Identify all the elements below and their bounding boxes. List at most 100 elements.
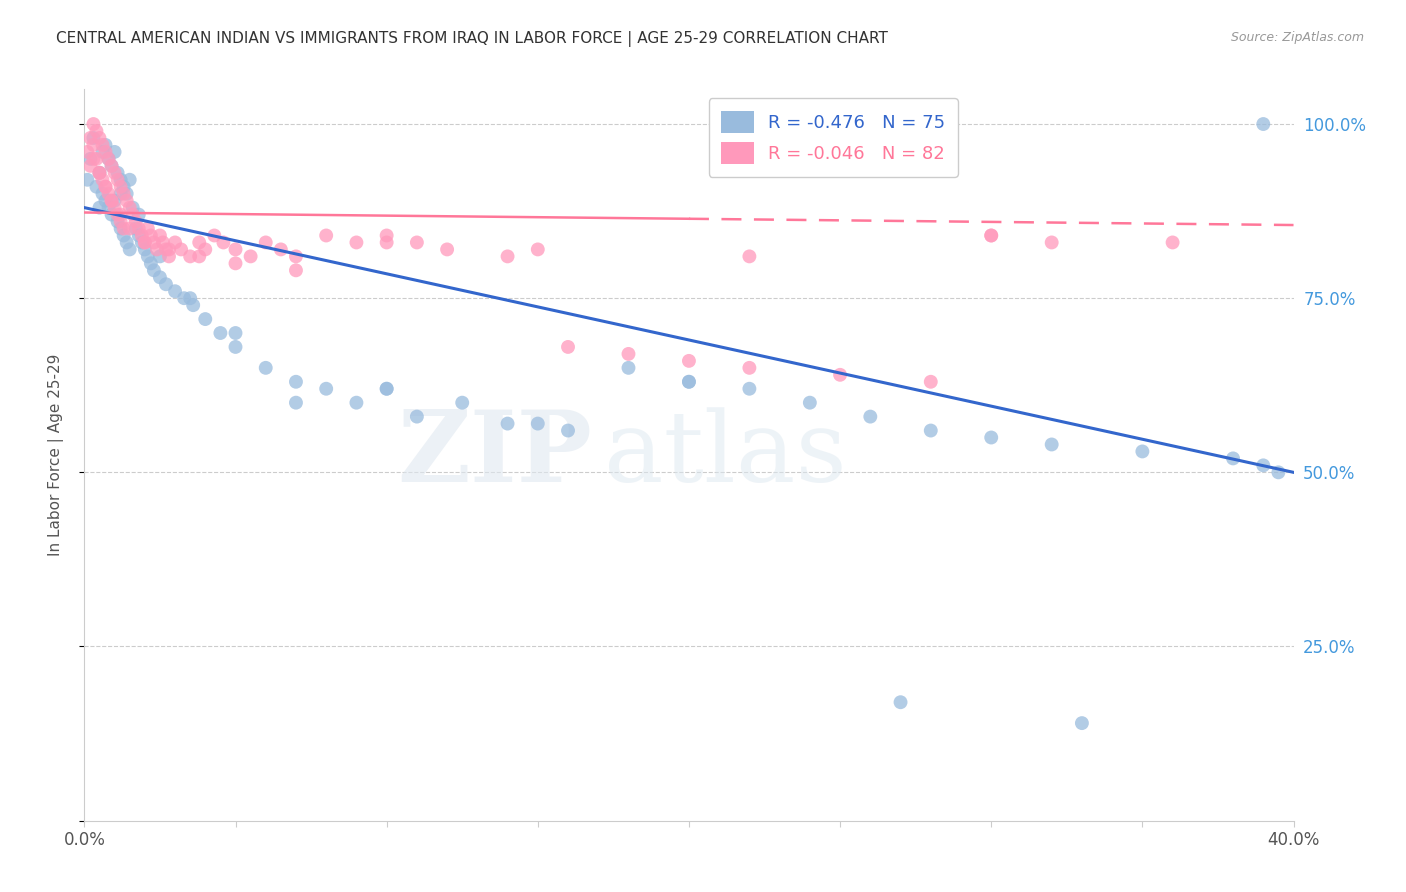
Point (76, 173, 98, 187)
Point (110, 173, 132, 187)
Point (118, 221, 141, 235)
Point (202, 228, 225, 243)
Point (79, 131, 101, 145)
Point (112, 228, 135, 243)
Point (128, 221, 150, 235)
Point (100, 159, 122, 173)
Point (97, 186, 120, 201)
Point (1222, 451, 1244, 466)
Point (557, 424, 579, 438)
Point (121, 208, 143, 222)
Point (76, 145, 98, 159)
Point (94, 137, 117, 152)
Point (149, 228, 172, 243)
Point (173, 291, 195, 305)
Legend: R = -0.476   N = 75, R = -0.046   N = 82: R = -0.476 N = 75, R = -0.046 N = 82 (709, 98, 957, 177)
Point (97, 201, 120, 215)
Point (225, 326, 247, 340)
Point (82, 117, 104, 131)
Point (118, 243, 141, 257)
Point (1040, 235, 1063, 250)
Point (225, 340, 247, 354)
Point (254, 235, 277, 250)
Point (79, 159, 101, 173)
Point (136, 221, 159, 235)
Point (104, 166, 127, 180)
Point (799, 395, 821, 409)
Point (107, 214, 129, 228)
Point (157, 249, 180, 263)
Point (346, 395, 368, 409)
Point (125, 214, 148, 228)
Point (738, 382, 761, 396)
Text: atlas: atlas (605, 407, 846, 503)
Point (1267, 466, 1289, 480)
Point (830, 368, 852, 382)
Point (115, 194, 138, 208)
Point (110, 214, 132, 228)
Point (859, 409, 882, 424)
Point (1161, 235, 1184, 250)
Point (678, 375, 700, 389)
Point (188, 235, 211, 250)
Point (617, 347, 640, 361)
Point (375, 382, 398, 396)
Point (110, 221, 132, 235)
Point (82, 131, 104, 145)
Point (890, 695, 912, 709)
Point (86, 124, 108, 138)
Point (179, 249, 201, 263)
Point (194, 312, 217, 326)
Point (97, 152, 120, 166)
Point (375, 228, 398, 243)
Point (82, 137, 104, 152)
Point (94, 194, 117, 208)
Point (91, 173, 114, 187)
Point (134, 243, 156, 257)
Point (131, 235, 153, 250)
Point (285, 263, 308, 277)
Point (91, 137, 114, 152)
Point (91, 145, 114, 159)
Point (239, 249, 262, 263)
Point (209, 326, 232, 340)
Point (82, 152, 104, 166)
Point (115, 186, 138, 201)
Point (149, 249, 172, 263)
Point (738, 360, 761, 375)
Point (165, 235, 187, 250)
Point (155, 243, 177, 257)
Point (79, 152, 101, 166)
Point (375, 382, 398, 396)
Point (136, 249, 159, 263)
Point (436, 243, 458, 257)
Point (107, 166, 129, 180)
Point (89, 166, 111, 180)
Y-axis label: In Labor Force | Age 25-29: In Labor Force | Age 25-29 (48, 354, 63, 556)
Point (157, 243, 180, 257)
Point (285, 249, 308, 263)
Point (128, 228, 150, 243)
Point (146, 243, 169, 257)
Point (225, 256, 247, 270)
Point (134, 235, 156, 250)
Point (527, 243, 550, 257)
Point (170, 243, 193, 257)
Point (97, 152, 120, 166)
Point (285, 375, 308, 389)
Point (142, 263, 165, 277)
Point (86, 179, 108, 194)
Point (406, 409, 429, 424)
Point (225, 243, 247, 257)
Point (375, 235, 398, 250)
Point (285, 395, 308, 409)
Point (112, 179, 135, 194)
Point (315, 382, 337, 396)
Point (980, 430, 1002, 444)
Point (139, 256, 162, 270)
Point (100, 194, 122, 208)
Point (139, 228, 162, 243)
Point (94, 179, 117, 194)
Point (155, 277, 177, 292)
Point (142, 235, 165, 250)
